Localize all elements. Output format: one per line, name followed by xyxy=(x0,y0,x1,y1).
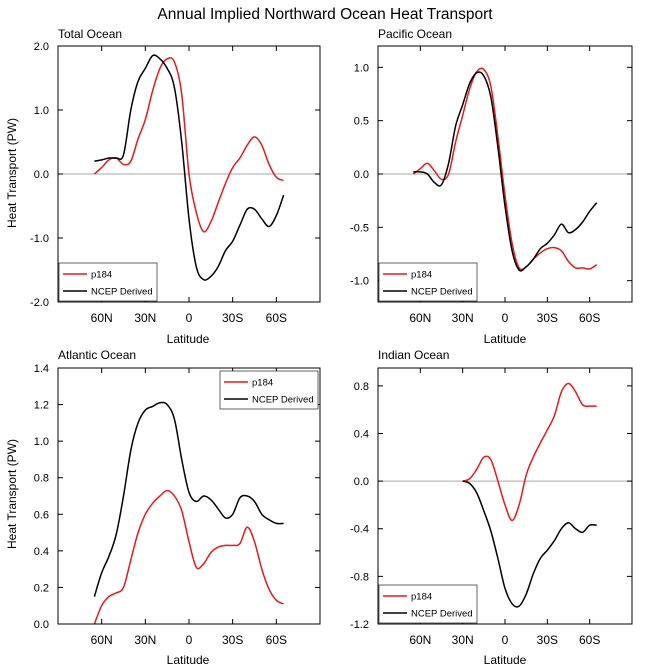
y-tick-label: -0.8 xyxy=(350,571,369,583)
plot-frame xyxy=(57,45,321,303)
legend: p184 NCEP Derived xyxy=(378,584,478,624)
x-tick-label: 60N xyxy=(91,633,113,647)
y-tick-label: 0.6 xyxy=(34,509,49,521)
x-tick-label: 0 xyxy=(502,311,509,325)
legend-box xyxy=(58,262,158,302)
x-tick-label: 0 xyxy=(502,633,509,647)
x-tick-label: 60S xyxy=(266,311,287,325)
figure-title: Annual Implied Northward Ocean Heat Tran… xyxy=(157,6,493,23)
panel-title: Atlantic Ocean xyxy=(58,348,136,362)
x-tick-label: 30N xyxy=(452,633,474,647)
x-tick-label: 30S xyxy=(537,311,558,325)
x-tick-label: 30S xyxy=(537,633,558,647)
x-tick-label: 0 xyxy=(186,633,193,647)
y-tick-label: 0.8 xyxy=(34,473,49,485)
legend-box xyxy=(378,584,478,624)
series-line-p184 xyxy=(93,57,284,233)
x-tick-label: 60N xyxy=(409,311,431,325)
plot-frame xyxy=(377,45,633,303)
y-tick-label: 0.0 xyxy=(34,619,49,631)
y-tick-label: 1.0 xyxy=(34,436,49,448)
series-line-p184 xyxy=(462,382,597,522)
y-tick-label: 1.0 xyxy=(354,62,369,74)
plot-frame xyxy=(57,367,321,625)
y-axis-label: Heat Transport (PW) xyxy=(5,439,19,549)
y-tick-label: 0.2 xyxy=(34,582,49,594)
panel-pacific-ocean: Pacific Ocean Latitude 60N 30N 0 30S 60S 1.0 0… xyxy=(350,27,633,346)
y-tick-label: 0.5 xyxy=(354,116,369,128)
x-tick-label: 30N xyxy=(452,311,474,325)
legend-label: NCEP Derived xyxy=(91,287,153,298)
legend: p184 NCEP Derived xyxy=(378,262,478,302)
x-axis-label: Latitude xyxy=(484,653,527,667)
y-tick-label: 0.8 xyxy=(354,381,369,393)
x-tick-label: 30S xyxy=(222,633,243,647)
legend-label: p184 xyxy=(91,270,112,281)
series-line-ncep-derived xyxy=(462,480,597,608)
y-tick-label: 1.0 xyxy=(34,105,49,117)
legend-label: NCEP Derived xyxy=(411,609,473,620)
series-line-p184 xyxy=(412,67,598,271)
y-tick-label: -1.0 xyxy=(350,276,369,288)
y-tick-label: 0.0 xyxy=(354,476,369,488)
legend-box xyxy=(378,262,478,302)
x-tick-label: 60S xyxy=(579,633,600,647)
series-line-ncep-derived xyxy=(94,54,285,281)
y-tick-label: 0.4 xyxy=(34,546,49,558)
y-tick-label: 0.0 xyxy=(354,169,369,181)
panel-atlantic-ocean: Atlantic Ocean Latitude Heat Transport (… xyxy=(5,348,321,667)
panel-total-ocean: Total Ocean Latitude Heat Transport (PW)… xyxy=(5,27,321,346)
legend: p184 NCEP Derived xyxy=(219,370,319,410)
y-tick-label: -1.0 xyxy=(30,233,49,245)
y-tick-label: 0.0 xyxy=(34,169,49,181)
x-axis-label: Latitude xyxy=(167,653,210,667)
legend-label: NCEP Derived xyxy=(411,287,473,298)
x-axis-label: Latitude xyxy=(167,332,210,346)
x-tick-label: 60N xyxy=(409,633,431,647)
panel-title: Pacific Ocean xyxy=(378,27,452,41)
x-tick-label: 30N xyxy=(134,633,156,647)
y-tick-label: 2.0 xyxy=(34,41,49,53)
y-tick-label: 0.4 xyxy=(354,428,369,440)
legend-box xyxy=(219,370,319,410)
panel-indian-ocean: Indian Ocean Latitude 60N 30N 0 30S 60S 0.8 0.… xyxy=(350,348,633,667)
y-tick-label: 1.4 xyxy=(34,363,49,375)
panel-title: Indian Ocean xyxy=(378,348,449,362)
legend: p184 NCEP Derived xyxy=(58,262,158,302)
legend-label: p184 xyxy=(252,378,273,389)
legend-label: p184 xyxy=(411,270,432,281)
legend-label: p184 xyxy=(411,592,432,603)
legend-label: NCEP Derived xyxy=(252,395,314,406)
x-tick-label: 60S xyxy=(266,633,287,647)
plot-frame xyxy=(377,367,633,625)
x-axis-label: Latitude xyxy=(484,332,527,346)
series-line-ncep-derived xyxy=(413,71,598,272)
series-line-ncep-derived xyxy=(93,401,284,597)
x-tick-label: 60S xyxy=(579,311,600,325)
series-line-p184 xyxy=(93,489,284,625)
x-tick-label: 30N xyxy=(134,311,156,325)
x-tick-label: 0 xyxy=(186,311,193,325)
y-tick-label: 1.2 xyxy=(34,400,49,412)
panel-title: Total Ocean xyxy=(58,27,122,41)
y-tick-label: -2.0 xyxy=(30,297,49,309)
x-tick-label: 60N xyxy=(91,311,113,325)
y-tick-label: -0.4 xyxy=(350,524,369,536)
y-tick-label: -1.2 xyxy=(350,619,369,631)
y-tick-label: -0.5 xyxy=(350,222,369,234)
y-axis-label: Heat Transport (PW) xyxy=(5,118,19,228)
x-tick-label: 30S xyxy=(222,311,243,325)
